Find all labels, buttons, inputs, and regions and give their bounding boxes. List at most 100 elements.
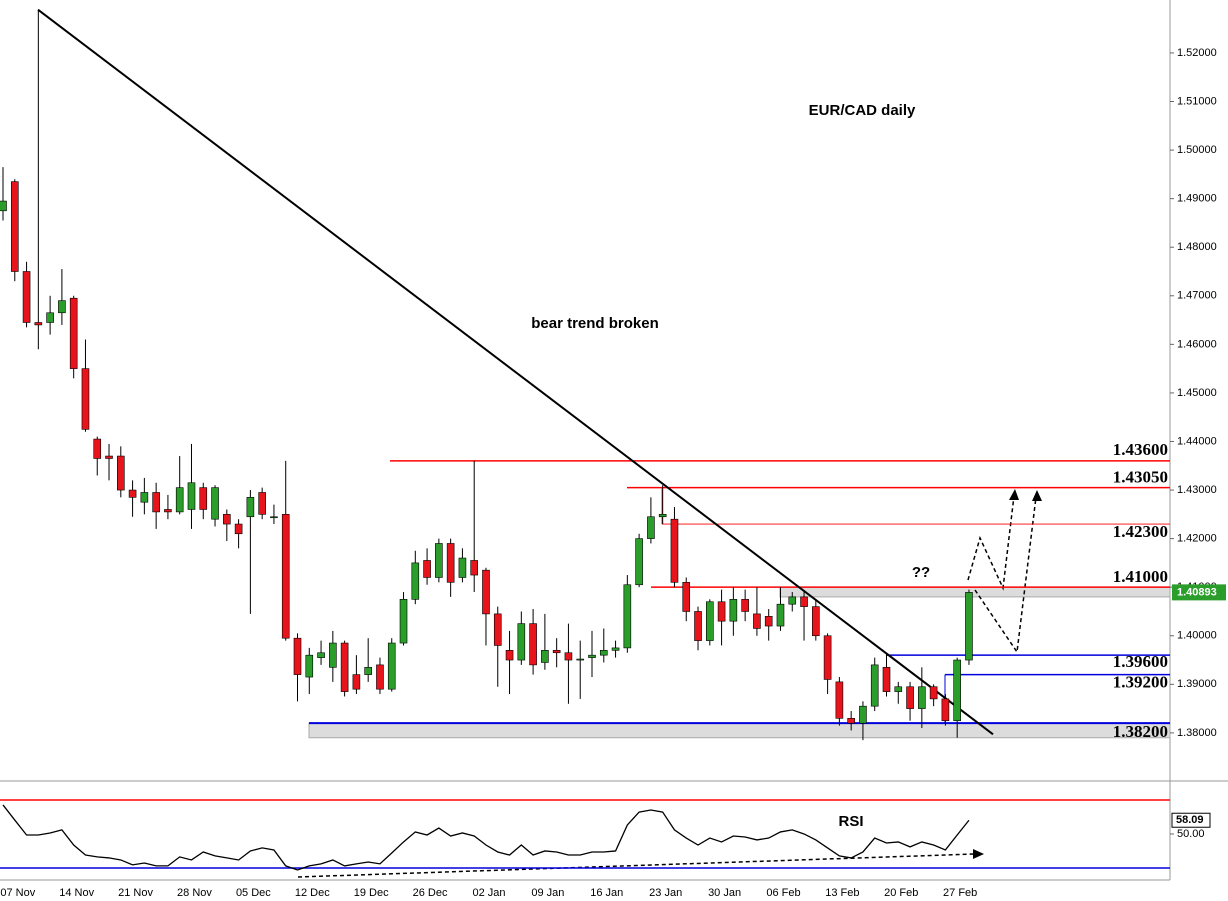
y-tick-label: 1.45000 xyxy=(1177,387,1217,399)
candle-body xyxy=(258,492,266,515)
candle-body xyxy=(599,650,608,656)
candle-body xyxy=(705,601,714,641)
level-label: 1.39200 xyxy=(1113,673,1168,692)
candle-body xyxy=(364,667,372,675)
candle-body xyxy=(270,516,278,519)
x-tick-label: 14 Nov xyxy=(59,887,94,899)
arrowhead xyxy=(1032,490,1042,501)
candle-body xyxy=(552,650,561,654)
candle-body xyxy=(894,686,903,692)
candle-body xyxy=(411,562,420,600)
candle-body xyxy=(812,606,820,637)
y-tick-label: 1.43000 xyxy=(1177,484,1217,496)
candle-body xyxy=(352,674,361,690)
candle-body xyxy=(246,497,255,518)
x-tick-label: 28 Nov xyxy=(177,887,212,899)
candle-body xyxy=(541,650,549,663)
candle-body xyxy=(764,616,773,627)
candle-body xyxy=(800,596,808,607)
candle-body xyxy=(882,667,891,692)
y-tick-label: 1.40000 xyxy=(1177,630,1217,642)
annotation: ?? xyxy=(912,564,930,581)
y-tick-label: 1.42000 xyxy=(1177,533,1217,545)
candle-body xyxy=(0,200,7,212)
x-tick-label: 13 Feb xyxy=(825,887,859,899)
candle-body xyxy=(223,514,231,525)
candle-body xyxy=(140,492,149,503)
candle-body xyxy=(493,613,502,646)
x-tick-label: 21 Nov xyxy=(118,887,153,899)
zone xyxy=(308,722,1171,739)
x-tick-label: 26 Dec xyxy=(413,887,448,899)
candle-body xyxy=(788,596,797,605)
candle-body xyxy=(611,647,620,651)
candle-body xyxy=(69,297,78,369)
candle-body xyxy=(929,686,938,700)
x-tick-label: 20 Feb xyxy=(884,887,918,899)
candle-body xyxy=(941,698,950,722)
level-label: 1.41000 xyxy=(1113,567,1168,586)
candle-body xyxy=(918,686,926,709)
projection-path xyxy=(967,495,1015,591)
level-label: 1.43600 xyxy=(1113,440,1168,459)
candle-body xyxy=(729,599,738,622)
annotation: bear trend broken xyxy=(531,315,659,332)
rsi-current: 58.09 xyxy=(1176,814,1204,826)
candle-body xyxy=(953,659,961,722)
arrowhead xyxy=(1009,489,1019,500)
candle-body xyxy=(187,482,196,510)
projection-path xyxy=(974,496,1037,655)
candle-body xyxy=(870,664,879,707)
arrowhead xyxy=(973,849,984,859)
candle-body xyxy=(670,518,679,583)
candle-body xyxy=(305,654,314,678)
candle-body xyxy=(58,300,66,314)
candle-body xyxy=(164,509,172,513)
rsi-tick-label: 50.00 xyxy=(1177,828,1205,840)
candle-body xyxy=(10,181,19,272)
candle-body xyxy=(717,601,726,622)
candle-body xyxy=(423,560,431,578)
x-tick-label: 05 Dec xyxy=(236,887,271,899)
candle-body xyxy=(376,664,384,690)
x-tick-label: 12 Dec xyxy=(295,887,330,899)
candle-body xyxy=(458,557,467,578)
zone xyxy=(779,586,1171,598)
candle-body xyxy=(117,455,125,491)
candle-body xyxy=(234,523,243,535)
candle-body xyxy=(859,705,867,724)
candle-body xyxy=(835,681,844,719)
candle-body xyxy=(293,637,302,675)
candle-body xyxy=(647,516,655,539)
candle-body xyxy=(317,652,325,658)
candle-body xyxy=(906,686,914,709)
x-tick-label: 06 Feb xyxy=(766,887,800,899)
candle-body xyxy=(482,569,490,615)
candle-body xyxy=(623,584,632,649)
candle-body xyxy=(399,599,408,644)
arrowheads xyxy=(973,489,1042,859)
y-tick-label: 1.47000 xyxy=(1177,290,1217,302)
candle-body xyxy=(753,613,761,629)
candle-body xyxy=(694,611,702,641)
candle-body xyxy=(965,592,973,661)
candle-body xyxy=(34,322,43,326)
candle-body xyxy=(505,650,514,661)
x-tick-label: 07 Nov xyxy=(0,887,35,899)
y-tick-label: 1.51000 xyxy=(1177,95,1217,107)
candle-body xyxy=(22,271,31,323)
level-label: 1.43050 xyxy=(1113,468,1168,487)
price-box xyxy=(1172,584,1226,601)
y-tick-label: 1.46000 xyxy=(1177,338,1217,350)
candle-body xyxy=(93,438,102,459)
candle-body xyxy=(81,368,90,430)
rsi-line xyxy=(2,804,970,871)
candle-body xyxy=(46,312,54,323)
y-tick-label: 1.48000 xyxy=(1177,241,1217,253)
candle-body xyxy=(635,538,643,586)
x-tick-label: 30 Jan xyxy=(708,887,741,899)
candle-body xyxy=(658,514,667,518)
y-tick-label: 1.52000 xyxy=(1177,47,1217,59)
candle-body xyxy=(329,642,337,668)
